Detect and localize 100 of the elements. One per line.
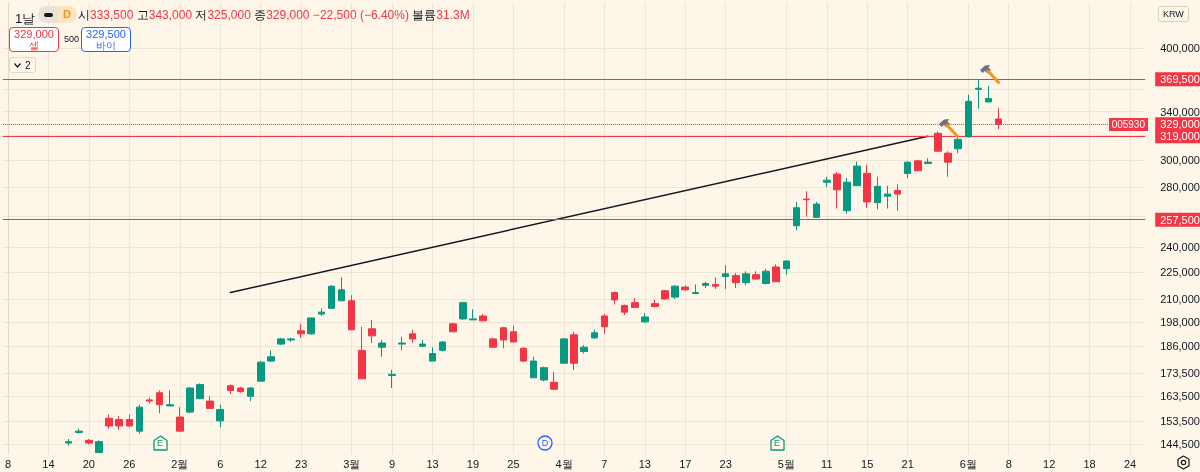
x-tick-label: 20 [82, 458, 95, 471]
x-tick-label: 2월 [171, 458, 189, 471]
candlestick [156, 389, 163, 414]
x-tick-label: 8 [1005, 458, 1012, 471]
x-tick-label: 3월 [343, 458, 361, 471]
y-tick-label: 300,000 [1160, 154, 1200, 167]
x-tick-label: 12 [1043, 458, 1056, 471]
candlestick [853, 161, 861, 187]
candlestick [712, 276, 719, 290]
y-tick-label: 198,000 [1160, 315, 1200, 328]
candlestick [237, 386, 244, 394]
candlestick [874, 176, 881, 210]
y-tick-label: 240,000 [1160, 241, 1200, 254]
candlestick [469, 308, 477, 321]
candlestick [368, 319, 376, 344]
x-tick-label: 25 [507, 458, 520, 471]
candlestick [742, 270, 750, 286]
y-tick-label: 144,500 [1160, 438, 1200, 451]
x-tick-label: 15 [861, 458, 874, 471]
x-tick-label: 8 [4, 458, 12, 471]
y-tick-label: 400,000 [1160, 42, 1200, 55]
candlestick [985, 85, 992, 103]
ref-line-label: 329,000 [1160, 118, 1200, 131]
candlestick [661, 289, 669, 301]
candlestick [833, 171, 841, 209]
x-tick-label: 13 [638, 458, 651, 471]
candlestick [580, 344, 588, 355]
candlestick [621, 304, 628, 316]
x-tick-label: 4월 [555, 458, 573, 471]
candlestick [95, 439, 103, 454]
candlestick [591, 329, 598, 340]
candlestick [510, 325, 517, 343]
status-badge: D [38, 6, 77, 23]
y-tick-label: 173,500 [1160, 367, 1200, 380]
candlestick [560, 337, 568, 364]
x-tick-label: 6 [217, 458, 224, 471]
candlestick [459, 301, 467, 321]
annotation: 005930 [1108, 118, 1148, 131]
x-tick-label: 26 [123, 458, 136, 471]
candlestick [166, 389, 174, 407]
candlestick [409, 329, 416, 344]
candlestick [944, 150, 952, 178]
ref-line-label: 257,500 [1160, 213, 1200, 226]
candlestick [641, 312, 649, 324]
annotation: D [58, 6, 77, 23]
candlestick [419, 339, 426, 348]
candlestick [489, 337, 497, 348]
candlestick [227, 384, 234, 395]
candlestick [186, 386, 194, 414]
y-tick-label: 163,500 [1160, 390, 1200, 403]
collapse-button: 2 [9, 57, 36, 73]
candlestick [793, 201, 800, 231]
candlestick [924, 157, 932, 165]
candlestick [318, 307, 325, 317]
candlestick [975, 78, 982, 110]
candlestick [530, 356, 537, 379]
candlestick [206, 395, 214, 409]
candlestick [732, 272, 740, 289]
candlestick [378, 339, 386, 358]
candlestick [904, 161, 911, 179]
candlestick [692, 283, 699, 295]
candlestick [823, 176, 831, 188]
candlestick [681, 284, 689, 292]
candlestick [884, 185, 891, 209]
candlestick [105, 414, 113, 430]
candlestick [772, 263, 780, 283]
candlestick [216, 404, 224, 428]
candlestick [328, 284, 335, 309]
candlestick [75, 428, 83, 435]
annotation: 329,500 [85, 28, 127, 40]
candlestick [954, 135, 962, 154]
candlestick [813, 201, 820, 218]
candlestick [520, 346, 527, 363]
candlestick [570, 331, 578, 371]
candlestick [449, 322, 457, 333]
y-tick-label: 340,000 [1160, 105, 1200, 118]
annotation: 329,000 [13, 28, 55, 40]
candlestick [601, 313, 608, 335]
candlestick [176, 406, 184, 432]
candlestick [257, 360, 265, 382]
candlestick [85, 438, 93, 445]
x-tick-label: 23 [719, 458, 732, 471]
annotation: 500 [64, 34, 80, 44]
candlestick [247, 386, 254, 402]
candlestick [722, 264, 729, 290]
ref-line-label: 369,500 [1160, 73, 1200, 86]
candlestick [348, 294, 355, 331]
x-tick-label: 18 [1083, 458, 1096, 471]
x-tick-label: 14 [42, 458, 55, 471]
currency-button: KRW [1158, 6, 1189, 22]
annotation: 셀 [28, 40, 40, 51]
candlestick [611, 291, 618, 306]
candlestick [762, 268, 770, 285]
y-tick-label: 186,000 [1160, 340, 1200, 353]
candlestick [358, 326, 366, 380]
text: 시333,500 고343,000 저325,000 종329,000 −22,500 (−6.40%) 볼륨31.3M [78, 8, 470, 22]
x-tick-label: 9 [389, 458, 396, 471]
candlestick [65, 438, 72, 447]
x-tick-label: 13 [426, 458, 439, 471]
candlestick [338, 276, 345, 302]
